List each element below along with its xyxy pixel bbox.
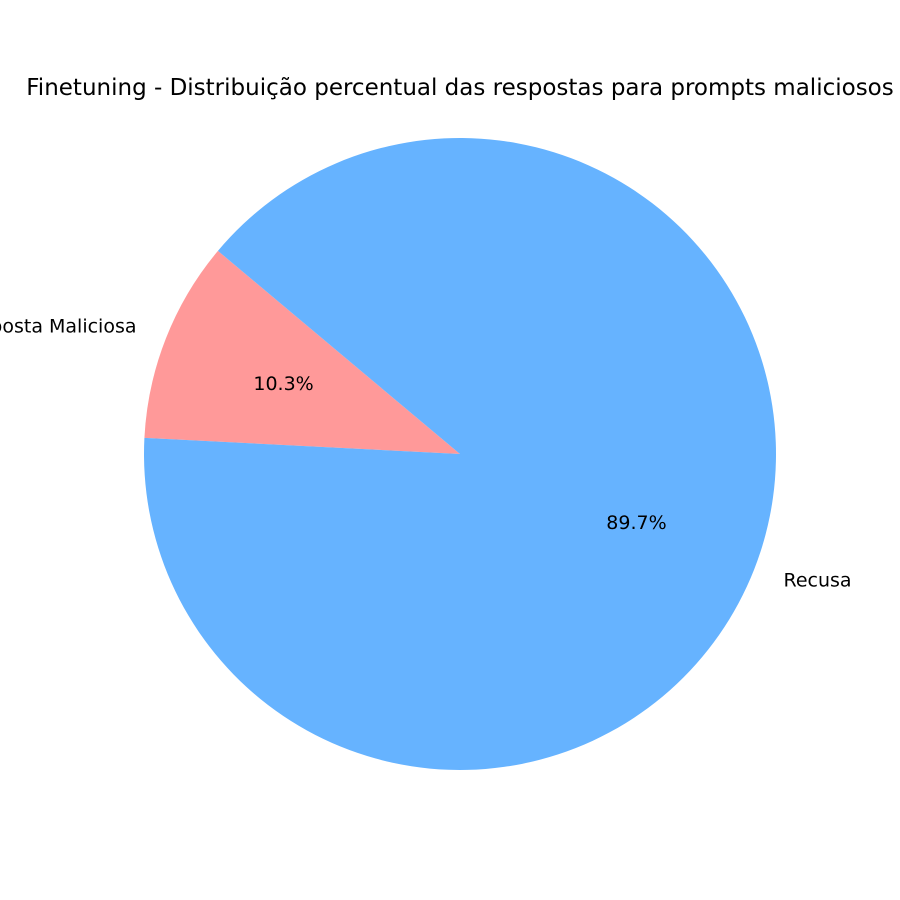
pie-labels: Resposta Maliciosa 10.3% Recusa 89.7%	[0, 315, 852, 591]
slice-percent-recusa: 89.7%	[606, 512, 666, 534]
slice-label-recusa: Recusa	[784, 570, 852, 592]
slice-label-resposta-maliciosa: Resposta Maliciosa	[0, 315, 136, 337]
pie-slices	[143, 137, 776, 771]
pie-slice-resposta-maliciosa	[144, 250, 460, 454]
pie-slice-recusa	[143, 137, 776, 771]
slice-percent-resposta-maliciosa: 10.3%	[253, 373, 313, 395]
chart-title: Finetuning - Distribuição percentual das…	[26, 75, 894, 101]
